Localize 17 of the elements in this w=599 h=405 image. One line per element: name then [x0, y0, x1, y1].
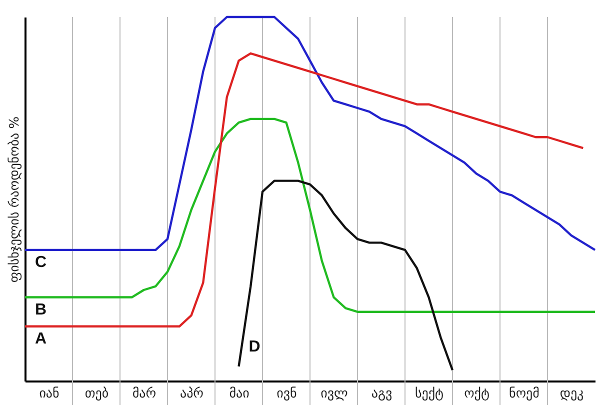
series-label: B	[35, 301, 47, 318]
y-axis-title: ფისხჯელის რაოდენობა %	[8, 116, 22, 283]
x-tick-label: ივნ	[276, 386, 298, 402]
x-tick-label: აგვ	[371, 386, 392, 402]
x-tick-label: ნოემ	[509, 386, 540, 402]
x-tick-label: მარ	[132, 386, 156, 402]
x-tick-label: აპრ	[180, 386, 204, 402]
series-label: C	[35, 254, 47, 271]
series-label: D	[248, 338, 260, 356]
x-tick-label: თებ	[84, 386, 109, 402]
x-tick-label: სექტ	[414, 386, 444, 402]
x-tick-label: ოქტ	[464, 386, 490, 402]
x-tick-label: დეკ	[560, 386, 584, 402]
series-label: A	[35, 330, 47, 348]
x-tick-label: იან	[39, 386, 60, 402]
x-tick-label: მაი	[229, 386, 250, 402]
x-tick-label: ივლ	[320, 386, 348, 402]
